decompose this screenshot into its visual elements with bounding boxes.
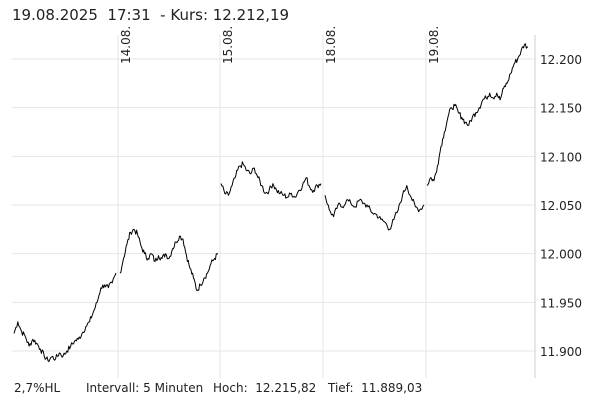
y-tick-label: 11.950 xyxy=(540,296,582,310)
day-label: 15.08. xyxy=(221,26,235,64)
day-label: 14.08. xyxy=(119,26,133,64)
high-label: Hoch: 12.215,82 xyxy=(213,381,317,395)
day-label: 19.08. xyxy=(427,26,441,64)
price-session-line xyxy=(119,228,219,292)
y-tick-label: 12.050 xyxy=(540,199,582,213)
y-tick-label: 12.150 xyxy=(540,102,582,116)
price-session-line xyxy=(220,161,322,199)
y-tick-label: 11.900 xyxy=(540,345,582,359)
day-labels: 14.08. 15.08. 18.08. 19.08. xyxy=(119,26,441,64)
range-percent: 2,7%HL xyxy=(14,381,61,395)
interval-label: Intervall: 5 Minuten xyxy=(86,381,204,395)
y-tick-label: 12.000 xyxy=(540,248,582,262)
price-session-line xyxy=(324,185,425,231)
chart-title: 19.08.2025 17:31 - Kurs: 12.212,19 xyxy=(12,6,290,24)
day-label: 18.08. xyxy=(324,26,338,64)
price-session-line xyxy=(426,43,529,186)
grid xyxy=(12,35,535,378)
y-tick-label: 12.200 xyxy=(540,53,582,67)
price-line xyxy=(13,43,529,363)
low-label: Tief: 11.889,03 xyxy=(328,381,423,395)
price-session-line xyxy=(13,272,117,363)
y-axis-labels: 11.900 11.950 12.000 12.050 12.100 12.150 12.2… xyxy=(540,53,582,359)
y-tick-label: 12.100 xyxy=(540,150,582,164)
